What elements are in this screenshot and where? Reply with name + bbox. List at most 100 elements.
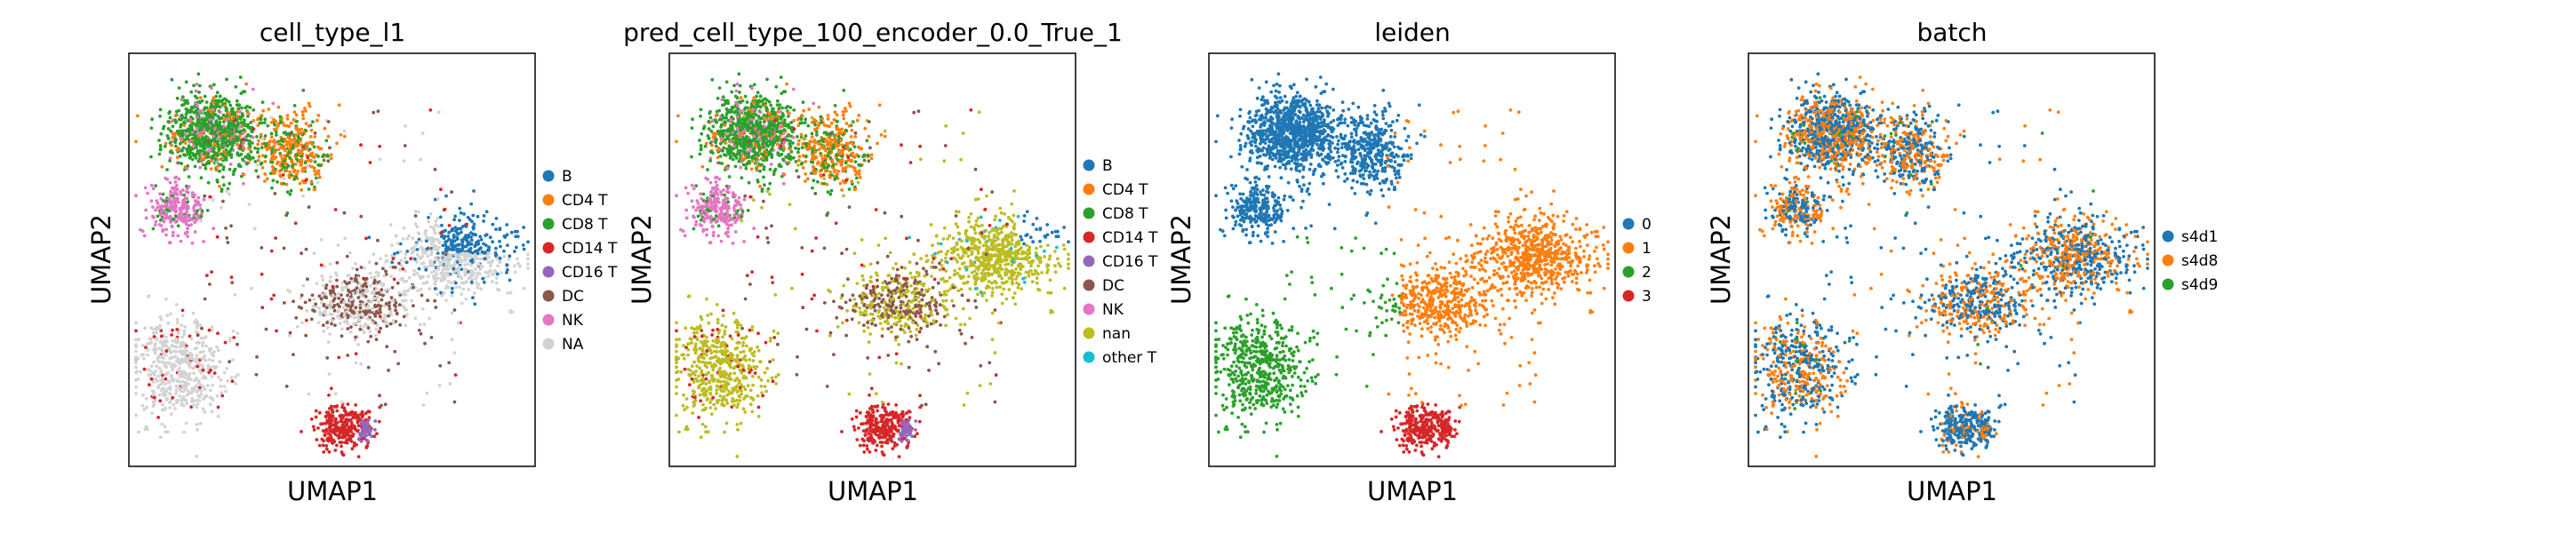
scatter-point <box>313 131 317 135</box>
scatter-point <box>295 325 300 329</box>
scatter-point <box>154 370 158 373</box>
scatter-point <box>293 132 298 137</box>
scatter-point <box>159 196 164 201</box>
scatter-point <box>173 208 178 211</box>
scatter-point <box>324 286 328 290</box>
scatter-point <box>164 203 168 207</box>
scatter-point <box>222 183 226 187</box>
scatter-point <box>360 419 364 424</box>
scatter-point <box>727 133 732 138</box>
scatter-point <box>292 169 297 172</box>
scatter-point <box>254 169 259 173</box>
scatter-point <box>266 123 270 128</box>
scatter-point <box>770 147 773 152</box>
scatter-point <box>796 150 800 155</box>
legend-label: B <box>562 168 572 186</box>
scatter-point <box>212 142 217 147</box>
scatter-point <box>316 180 320 185</box>
scatter-point <box>765 126 770 131</box>
scatter-point <box>340 435 345 440</box>
scatter-point <box>337 308 340 313</box>
scatter-point <box>168 159 172 163</box>
scatter-point <box>268 147 272 151</box>
scatter-point <box>177 161 181 165</box>
scatter-point <box>270 164 275 169</box>
scatter-point <box>849 135 853 139</box>
scatter-point <box>304 122 308 125</box>
scatter-point <box>272 144 276 148</box>
scatter-point <box>141 393 145 397</box>
legend-marker <box>542 314 555 326</box>
scatter-point <box>742 141 747 146</box>
scatter-point <box>340 419 344 423</box>
scatter-point <box>235 114 239 118</box>
scatter-point <box>526 257 530 261</box>
scatter-point <box>452 270 456 274</box>
scatter-point <box>724 154 728 157</box>
scatter-point <box>286 135 291 139</box>
scatter-point <box>168 401 172 404</box>
scatter-point <box>348 412 352 417</box>
scatter-point <box>372 275 377 279</box>
scatter-point <box>378 314 382 319</box>
scatter-point <box>210 374 214 378</box>
scatter-point <box>187 373 190 378</box>
scatter-point <box>783 118 787 123</box>
scatter-point <box>149 364 154 369</box>
scatter-point <box>176 224 180 228</box>
scatter-point <box>169 312 172 316</box>
scatter-point <box>222 385 227 388</box>
scatter-point <box>200 157 204 161</box>
scatter-point <box>441 268 444 272</box>
scatter-point <box>309 317 314 322</box>
scatter-point <box>171 124 175 129</box>
scatter-point <box>814 155 819 159</box>
scatter-point <box>781 181 786 186</box>
scatter-point <box>817 105 821 109</box>
scatter-point <box>844 107 847 110</box>
scatter-point <box>146 347 150 352</box>
legend-item: CD14 T <box>542 240 618 258</box>
scatter-point <box>255 163 260 167</box>
scatter-point <box>522 247 526 251</box>
scatter-point <box>321 429 325 433</box>
scatter-point <box>717 131 722 136</box>
scatter-point <box>284 182 289 187</box>
scatter-point <box>280 146 284 150</box>
scatter-point <box>716 155 720 160</box>
scatter-point <box>174 303 179 306</box>
scatter-point <box>179 239 183 243</box>
scatter-point <box>155 379 159 383</box>
scatter-point <box>782 147 787 151</box>
scatter-point <box>223 132 228 137</box>
scatter-point <box>158 144 163 147</box>
scatter-point <box>376 271 380 275</box>
scatter-point <box>220 142 224 146</box>
legend-marker <box>542 242 555 254</box>
scatter-point <box>189 151 194 155</box>
scatter-point <box>867 134 871 139</box>
scatter-point <box>402 314 406 319</box>
scatter-point <box>241 138 244 142</box>
scatter-point <box>156 385 160 389</box>
scatter-point <box>876 141 879 146</box>
scatter-point <box>844 141 849 146</box>
scatter-point <box>450 311 454 315</box>
scatter-point <box>168 361 172 365</box>
scatter-points <box>134 72 530 458</box>
scatter-point <box>333 417 338 421</box>
scatter-point <box>459 211 463 215</box>
scatter-point <box>204 335 208 339</box>
scatter-point <box>144 208 148 212</box>
scatter-point <box>498 239 501 243</box>
scatter-point <box>256 175 260 179</box>
scatter-point <box>377 419 381 424</box>
scatter-point <box>813 171 817 175</box>
scatter-point <box>159 369 164 373</box>
scatter-point <box>834 132 838 137</box>
scatter-point <box>164 208 169 212</box>
scatter-point <box>337 355 341 360</box>
scatter-point <box>164 233 168 237</box>
scatter-point <box>134 365 138 370</box>
scatter-point <box>834 163 838 166</box>
